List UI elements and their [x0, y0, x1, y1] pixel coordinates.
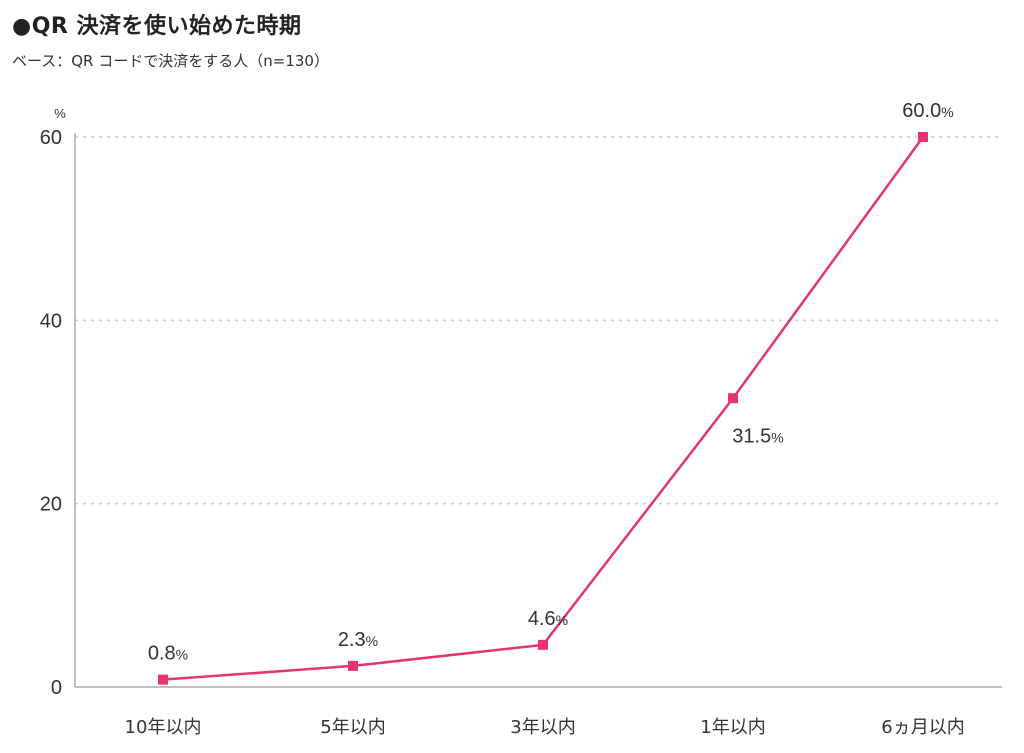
data-label: 60.0%: [902, 100, 953, 122]
data-point: [728, 393, 738, 404]
y-tick-label: 60: [40, 127, 62, 149]
chart-subtitle: ベース：QR コードで決済をする人（n=130）: [12, 52, 329, 70]
y-tick-label: 20: [40, 494, 62, 516]
x-tick-label: 10年以内: [125, 717, 202, 738]
x-tick-label: 3年以内: [510, 717, 575, 738]
data-point: [158, 674, 168, 685]
x-tick-label: 5年以内: [320, 717, 385, 738]
data-label: 4.6%: [528, 608, 568, 630]
x-tick-label: 1年以内: [700, 717, 765, 738]
chart-title: ●QR 決済を使い始めた時期: [12, 14, 302, 39]
data-point: [348, 660, 358, 671]
data-label: 2.3%: [338, 629, 378, 651]
y-axis-unit: %: [54, 106, 66, 121]
data-point: [538, 639, 548, 650]
y-tick-label: 40: [40, 310, 62, 332]
data-point: [918, 132, 928, 142]
series-line: [162, 136, 925, 681]
x-tick-label: 6ヵ月以内: [881, 717, 964, 738]
data-label: 0.8%: [148, 643, 188, 665]
y-tick-label: 0: [51, 677, 62, 699]
data-label: 31.5%: [732, 425, 783, 447]
